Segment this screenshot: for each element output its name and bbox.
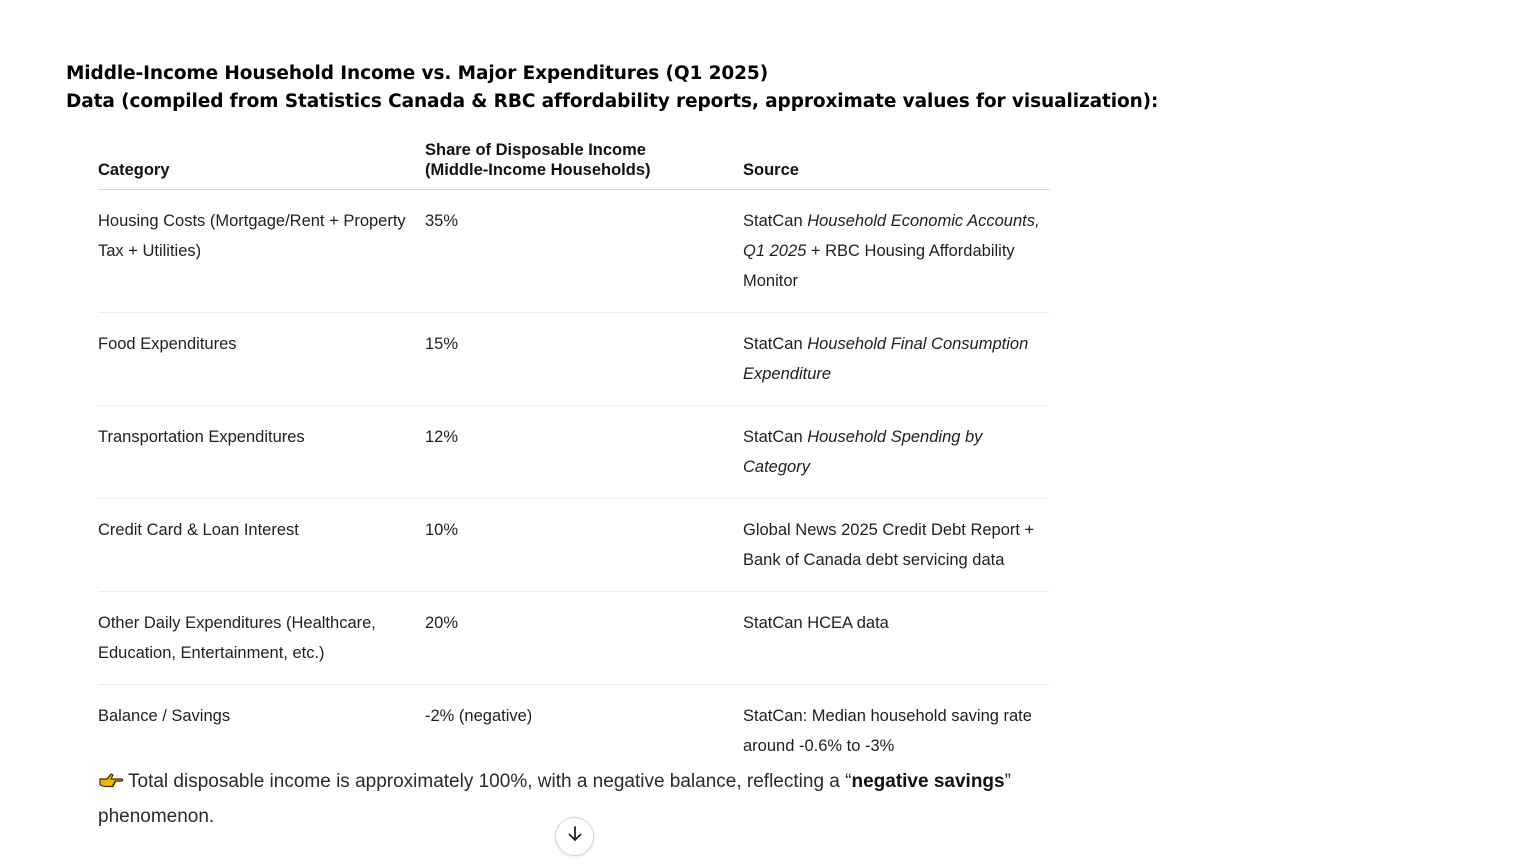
note-emphasis: negative savings [851,771,1005,792]
source-text-suffix: + RBC Housing Affordability Monitor [743,242,1015,290]
source-text: StatCan HCEA data [743,614,889,632]
cell-share: 35% [425,189,743,313]
cell-category: Transportation Expenditures [98,405,425,499]
source-text: Global News 2025 Credit Debt Report + Ba… [743,521,1035,569]
table-row: Balance / Savings -2% (negative) StatCan… [98,685,1050,778]
table-row: Credit Card & Loan Interest 10% Global N… [98,498,1050,592]
cell-source: StatCan Household Spending by Category [743,405,1050,499]
table-row: Food Expenditures 15% StatCan Household … [98,312,1050,406]
pointing-hand-icon [98,767,124,788]
table-row: Other Daily Expenditures (Healthcare, Ed… [98,591,1050,685]
cell-category: Housing Costs (Mortgage/Rent + Property … [98,189,425,313]
cell-source: StatCan Household Economic Accounts, Q1 … [743,189,1050,313]
page-heading: Middle-Income Household Income vs. Major… [66,60,1158,116]
arrow-down-icon [566,825,584,848]
note-text-end: ” phenomenon. [98,771,1011,827]
expenditure-table: Category Share of Disposable Income (Mid… [98,140,1050,777]
page-subtitle: Data (compiled from Statistics Canada & … [66,91,1159,112]
cell-share: 12% [425,405,743,499]
cell-category: Food Expenditures [98,312,425,406]
cell-share: 10% [425,498,743,592]
cell-share: 20% [425,591,743,685]
source-text: StatCan [743,428,808,446]
cell-source: StatCan: Median household saving rate ar… [743,685,1050,778]
cell-category: Other Daily Expenditures (Healthcare, Ed… [98,591,425,685]
scroll-down-button[interactable] [555,817,594,856]
source-text: StatCan [743,212,808,230]
table-header: Category Share of Disposable Income (Mid… [98,140,1050,190]
source-title: Household Final Consumption Expenditure [743,335,1029,383]
cell-source: StatCan Household Final Consumption Expe… [743,312,1050,406]
source-text: StatCan: Median household saving rate ar… [743,707,1032,755]
table-body: Housing Costs (Mortgage/Rent + Property … [98,189,1050,778]
note-text: Total disposable income is approximately… [128,771,852,792]
header-share-line1: Share of Disposable Income [425,141,646,159]
table-row: Housing Costs (Mortgage/Rent + Property … [98,189,1050,313]
summary-note: Total disposable income is approximately… [98,764,1058,834]
cell-share: -2% (negative) [425,707,533,725]
header-category: Category [98,140,425,190]
cell-category: Credit Card & Loan Interest [98,498,425,592]
source-title: Household Spending by Category [743,428,983,476]
cell-source: StatCan HCEA data [743,591,1050,685]
source-text: StatCan [743,335,808,353]
table-row: Transportation Expenditures 12% StatCan … [98,405,1050,499]
header-share-line2: (Middle-Income Households) [425,161,651,179]
cell-share: 15% [425,312,743,406]
header-source: Source [743,140,1050,190]
header-share: Share of Disposable Income (Middle-Incom… [425,140,743,190]
page-title: Middle-Income Household Income vs. Major… [66,63,769,84]
cell-source: Global News 2025 Credit Debt Report + Ba… [743,498,1050,592]
table-header-row: Category Share of Disposable Income (Mid… [98,140,1050,190]
cell-category: Balance / Savings [98,707,231,725]
source-title: Household Economic Accounts, Q1 2025 [743,212,1040,260]
